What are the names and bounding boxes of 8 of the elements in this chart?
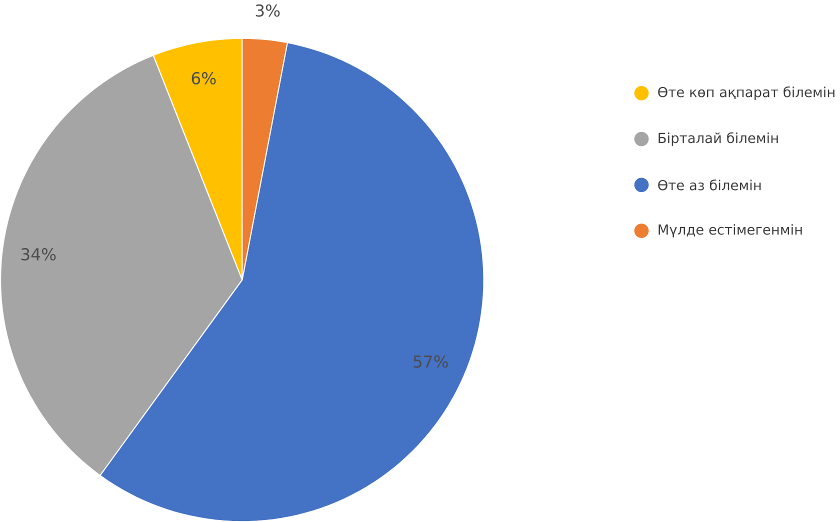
data-label: 34%: [21, 248, 56, 260]
data-label: 57%: [414, 355, 448, 368]
legend-label: Бірталай білемін: [658, 132, 778, 146]
legend-label: Өте аз білемін: [658, 179, 761, 190]
legend-label: Өте көп ақпарат білемін: [658, 86, 834, 100]
data-label: 6%: [192, 72, 216, 84]
legend-label: Мүлде естімегенмін: [658, 224, 802, 238]
data-label: 3%: [256, 4, 280, 17]
